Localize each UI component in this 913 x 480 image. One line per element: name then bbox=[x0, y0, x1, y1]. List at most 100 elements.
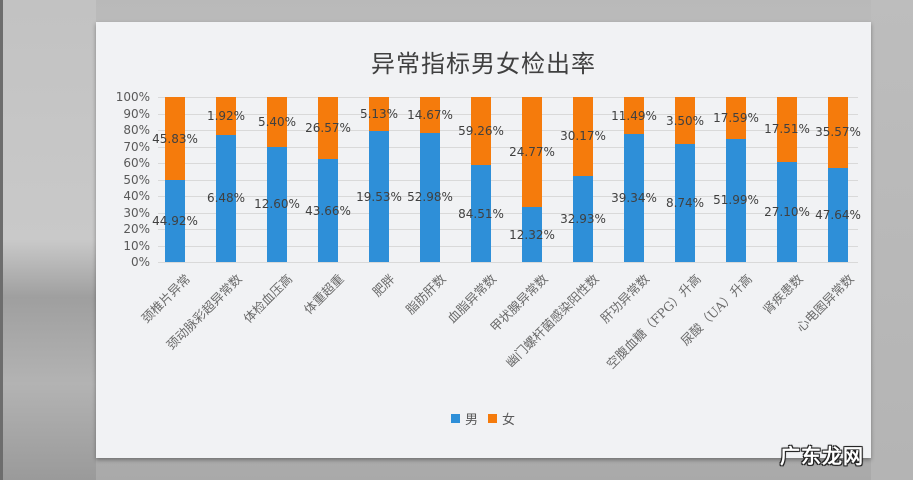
x-category-label: 脂肪肝数 bbox=[402, 271, 449, 318]
x-category-label: 幽门螺杆菌感染阳性数 bbox=[502, 271, 602, 371]
chart-card: 异常指标男女检出率 0% 10% 20% 30% 40% 50% 60% 70% 80% 90% 1… bbox=[96, 22, 871, 458]
x-category-label: 肾疾患数 bbox=[759, 271, 806, 318]
y-tick-label: 70% bbox=[123, 139, 150, 154]
y-tick-label: 60% bbox=[123, 156, 150, 170]
gridline bbox=[158, 113, 858, 115]
gridline bbox=[158, 245, 858, 247]
data-label-male: 8.74% bbox=[665, 196, 705, 211]
data-label-male: 52.98% bbox=[407, 190, 453, 205]
bar-segment-female bbox=[471, 97, 491, 165]
y-tick-label: 20% bbox=[123, 222, 150, 236]
bar-segment-male bbox=[471, 165, 491, 262]
gridline bbox=[158, 262, 858, 263]
y-tick-label: 0% bbox=[130, 255, 150, 269]
bar-segment-male bbox=[726, 138, 746, 262]
bar-segment-female bbox=[777, 97, 797, 162]
data-label-female: 17.59% bbox=[713, 110, 759, 125]
legend-label-female: 女 bbox=[502, 413, 516, 428]
data-label-male: 44.92% bbox=[152, 214, 198, 229]
bar-segment-male bbox=[216, 134, 236, 262]
bar-segment-male bbox=[624, 134, 644, 262]
gridline bbox=[158, 130, 858, 131]
legend: 男 女 bbox=[451, 409, 519, 428]
data-label-female: 11.49% bbox=[611, 108, 657, 123]
data-label-female: 59.26% bbox=[458, 124, 504, 138]
data-label-female: 26.57% bbox=[305, 121, 351, 136]
y-tick-label: 10% bbox=[123, 238, 150, 253]
stacked-bar bbox=[573, 97, 593, 262]
stacked-bar bbox=[726, 97, 746, 262]
bar-segment-female bbox=[216, 97, 236, 135]
y-tick-label: 90% bbox=[123, 106, 150, 121]
bar-segment-female bbox=[675, 97, 695, 145]
y-tick-label: 100% bbox=[115, 90, 150, 104]
bar-segment-female bbox=[165, 97, 185, 181]
data-label-male: 32.93% bbox=[560, 211, 606, 226]
gridline bbox=[158, 212, 858, 214]
bar-segment-male bbox=[267, 146, 287, 262]
data-label-male: 6.48% bbox=[206, 191, 246, 206]
data-label-female: 30.17% bbox=[560, 129, 606, 144]
data-label-male: 43.66% bbox=[305, 203, 351, 218]
chart-title: 异常指标男女检出率 bbox=[371, 50, 596, 78]
legend-item-female: 女 bbox=[488, 409, 515, 428]
stacked-bar bbox=[318, 97, 338, 262]
bar-segment-female bbox=[573, 97, 593, 176]
bar-segment-female bbox=[726, 97, 746, 139]
gridline bbox=[158, 179, 858, 181]
data-label-female: 3.50% bbox=[665, 113, 705, 128]
stacked-bar bbox=[471, 97, 491, 262]
y-tick-label: 50% bbox=[123, 172, 150, 187]
data-label-male: 84.51% bbox=[458, 206, 504, 221]
watermark: 广东龙网 bbox=[780, 444, 864, 468]
gridline bbox=[158, 163, 858, 164]
x-category-label: 体检血压高 bbox=[240, 271, 296, 326]
data-label-male: 47.64% bbox=[815, 207, 861, 222]
bar-segment-female bbox=[522, 97, 542, 208]
stacked-bar bbox=[522, 97, 542, 262]
bar-segment-male bbox=[573, 175, 593, 262]
gridline bbox=[158, 97, 858, 98]
data-label-male: 27.10% bbox=[764, 204, 810, 219]
data-label-female: 14.67% bbox=[407, 107, 453, 122]
gridline bbox=[158, 196, 858, 197]
data-label-female: 35.57% bbox=[815, 125, 861, 140]
data-label-female: 45.83% bbox=[152, 131, 198, 146]
data-label-male: 51.99% bbox=[713, 193, 759, 208]
stacked-bar bbox=[624, 97, 644, 262]
data-label-female: 17.51% bbox=[764, 122, 810, 137]
data-label-male: 12.60% bbox=[254, 197, 300, 212]
bar-segment-male bbox=[318, 159, 338, 262]
legend-swatch-male bbox=[451, 414, 460, 423]
stacked-bar bbox=[828, 97, 848, 262]
data-label-male: 19.53% bbox=[356, 189, 402, 204]
bar-segment-male bbox=[675, 144, 695, 262]
bar-segment-female bbox=[318, 97, 338, 160]
plot-area: 0% 10% 20% 30% 40% 50% 60% 70% 80% 90% 100% 45.83% 4… bbox=[116, 91, 861, 372]
gridline bbox=[158, 229, 858, 230]
bar-segment-female bbox=[267, 97, 287, 147]
stacked-bar bbox=[267, 97, 287, 262]
x-category-label: 体重超重 bbox=[300, 271, 347, 318]
data-label-male: 12.32% bbox=[509, 227, 555, 242]
data-label-female: 24.77% bbox=[509, 145, 555, 160]
stacked-bar bbox=[369, 97, 389, 262]
background-left bbox=[0, 0, 96, 480]
data-label-female: 5.40% bbox=[257, 114, 297, 129]
bar-segment-male bbox=[420, 132, 440, 262]
legend-item-male: 男 bbox=[451, 409, 478, 428]
background-right bbox=[871, 0, 913, 480]
gridline bbox=[158, 146, 858, 148]
background-edge bbox=[0, 0, 3, 480]
bar-segment-male bbox=[777, 161, 797, 262]
bar-segment-female bbox=[828, 97, 848, 168]
stacked-bar bbox=[420, 97, 440, 262]
bar-segment-female bbox=[420, 97, 440, 133]
bar-segment-male bbox=[165, 180, 185, 262]
y-tick-label: 40% bbox=[123, 189, 150, 203]
bar-segment-male bbox=[369, 131, 389, 262]
bar-segment-male bbox=[828, 167, 848, 262]
stacked-bar bbox=[777, 97, 797, 262]
legend-swatch-female bbox=[488, 414, 498, 423]
bar-segment-male bbox=[522, 207, 542, 262]
